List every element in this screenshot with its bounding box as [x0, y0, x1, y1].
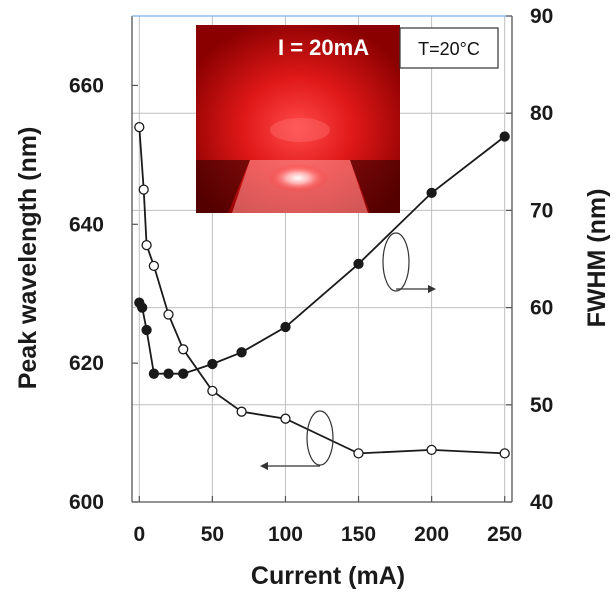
inset-photo	[196, 25, 400, 213]
peak-wavelength-point	[138, 184, 149, 195]
fwhm-point	[137, 302, 148, 313]
peak-wavelength-point	[178, 344, 189, 355]
fwhm-point	[163, 368, 174, 379]
series	[134, 121, 510, 459]
peak-wavelength-point	[141, 239, 152, 251]
fwhm-point	[280, 321, 291, 333]
x-tick-label: 50	[201, 523, 224, 546]
x-tick-label: 250	[487, 523, 522, 546]
temperature-label: T=20°C	[418, 39, 480, 59]
y-right-tick-label: 40	[530, 491, 553, 514]
fwhm-point	[353, 258, 364, 270]
peak-wavelength-point	[236, 406, 247, 417]
y-left-tick-label: 640	[69, 213, 104, 236]
y-right-tick-label: 80	[530, 102, 553, 125]
x-tick-label: 200	[414, 523, 449, 546]
temperature-box	[399, 27, 499, 69]
y-left-tick-label: 620	[69, 352, 104, 375]
y-right-tick-label: 50	[530, 394, 553, 417]
inset-current-label: I = 20mA	[278, 35, 369, 60]
peak-wavelength-point	[280, 413, 291, 424]
fwhm-pointer	[382, 232, 428, 292]
y-right-tick-label: 90	[530, 5, 553, 28]
axes	[131, 15, 513, 503]
y-right-tick-label: 60	[530, 297, 553, 320]
fwhm-point	[141, 324, 152, 336]
right-axis-title: FWHM (nm)	[583, 189, 611, 328]
fwhm-point	[148, 368, 160, 379]
wavelength-arrow-icon	[260, 462, 268, 470]
fwhm-arrow-icon	[428, 285, 436, 293]
fwhm-point	[499, 131, 510, 142]
peak-wavelength-point	[426, 444, 437, 456]
tick-labels: 0 50 100 150 200 250 600 620 640 660 40 50 60 70 80 90	[69, 5, 553, 546]
y-left-tick-label: 660	[69, 74, 104, 97]
y-left-tick-label: 600	[69, 491, 104, 514]
x-tick-label: 150	[341, 523, 376, 546]
left-axis-title: Peak wavelength (nm)	[14, 127, 42, 390]
fwhm-point	[178, 368, 189, 379]
peak-wavelength-point	[499, 448, 510, 459]
peak-wavelength-point	[207, 385, 218, 397]
x-tick-label: 0	[133, 523, 145, 546]
fwhm-point	[426, 187, 437, 199]
peak-wavelength-line	[138, 127, 505, 455]
wavelength-pointer	[268, 410, 334, 467]
fwhm-point	[207, 358, 218, 370]
peak-wavelength-point	[353, 448, 364, 459]
x-axis-title: Current (mA)	[251, 562, 405, 590]
fwhm-point	[236, 347, 247, 358]
peak-wavelength-point	[163, 309, 174, 320]
y-right-tick-label: 70	[530, 199, 553, 222]
x-tick-label: 100	[268, 523, 303, 546]
peak-wavelength-point	[134, 121, 145, 133]
peak-wavelength-point	[148, 260, 160, 272]
